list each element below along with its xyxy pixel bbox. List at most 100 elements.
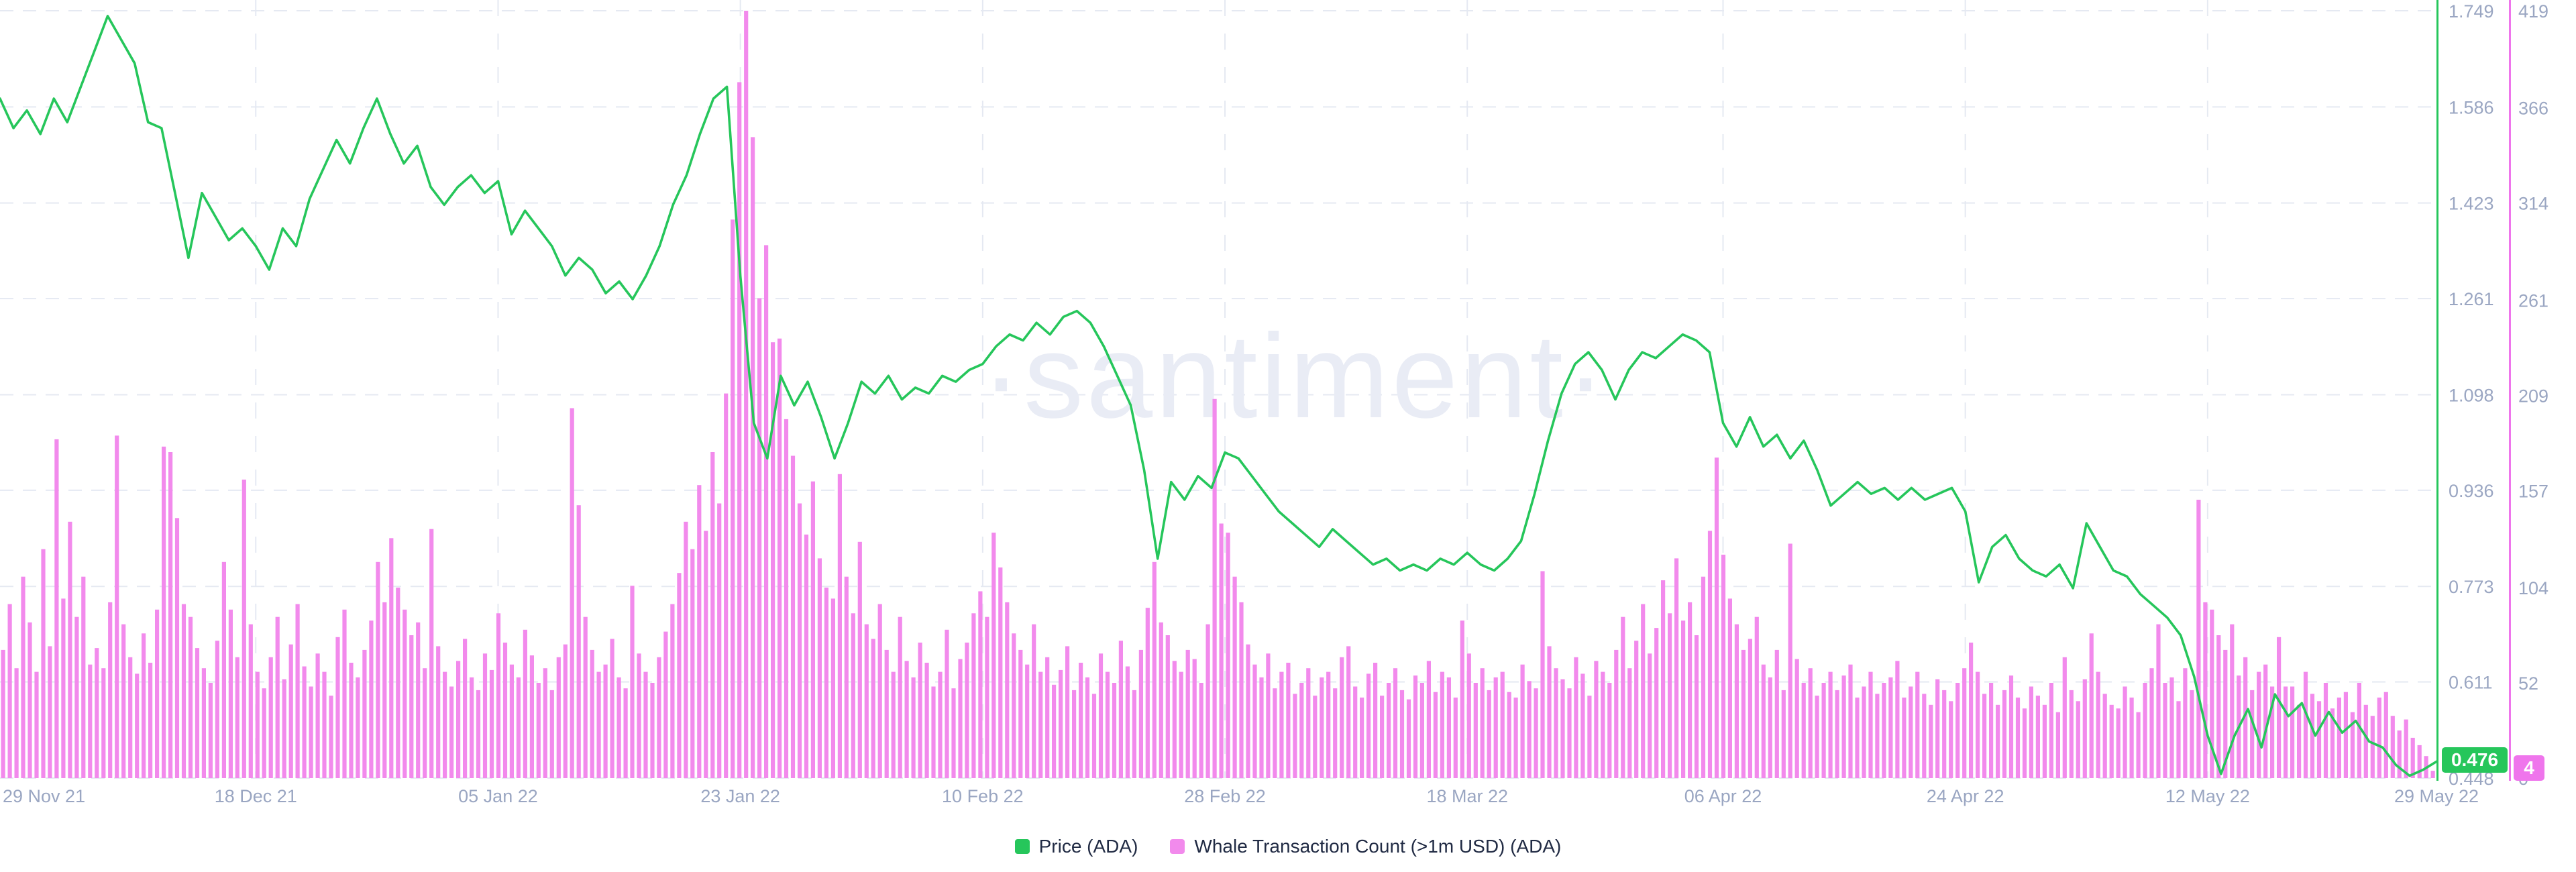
whale-bar — [1065, 646, 1070, 778]
whale-bar — [2176, 701, 2181, 778]
whale-bar — [1346, 646, 1351, 778]
date-tick-label: 29 May 22 — [2394, 786, 2479, 806]
whale-bar — [2263, 664, 2268, 778]
whale-bar — [1882, 683, 1886, 778]
whale-bar — [1353, 686, 1358, 778]
whale-bar — [195, 648, 200, 778]
whale-bar — [315, 653, 320, 778]
whale-bar — [1360, 697, 1364, 778]
whale-bar — [2243, 657, 2248, 778]
whale-bar — [790, 455, 796, 778]
whale-tick-label: 52 — [2518, 673, 2538, 694]
whale-bar — [1989, 683, 1994, 778]
whale-bar — [322, 671, 327, 778]
whale-bar — [951, 688, 956, 778]
whale-bar — [837, 474, 842, 778]
whale-bar — [945, 629, 949, 778]
whale-bar — [958, 659, 963, 778]
whale-bar — [965, 643, 969, 778]
whale-bar — [162, 446, 166, 778]
whale-bar — [456, 661, 461, 778]
whale-bar — [95, 648, 99, 778]
whale-tick-label: 419 — [2518, 1, 2548, 21]
whale-bar — [2377, 697, 2381, 778]
whale-bar — [610, 639, 614, 778]
whale-bar — [1935, 679, 1940, 778]
whale-bar — [1426, 661, 1431, 778]
whale-bar — [1888, 677, 1893, 778]
whale-bar — [1909, 686, 1913, 778]
whale-bar — [1929, 704, 1933, 778]
whale-bar — [1085, 677, 1090, 778]
whale-bar — [2210, 609, 2214, 778]
whale-bar — [724, 393, 729, 778]
whale-bar — [704, 531, 708, 778]
whale-bar — [757, 298, 762, 778]
whale-bar — [1540, 571, 1545, 778]
legend-item-whale[interactable]: Whale Transaction Count (>1m USD) (ADA) — [1170, 836, 1561, 857]
whale-tick-label: 261 — [2518, 290, 2548, 311]
whale-bar — [1306, 668, 1311, 778]
whale-bar — [208, 683, 213, 778]
whale-bar — [443, 671, 447, 778]
whale-bar — [2310, 694, 2315, 778]
whale-bar — [1286, 663, 1291, 778]
whale-bar — [2076, 701, 2080, 778]
whale-bar — [1727, 598, 1732, 778]
whale-bar — [1841, 675, 1846, 778]
whale-bar — [1714, 457, 1719, 778]
legend-item-price[interactable]: Price (ADA) — [1014, 836, 1138, 857]
whale-bar — [295, 604, 300, 778]
whale-bar — [1848, 664, 1853, 778]
whale-bar — [1172, 661, 1177, 778]
whale-bar — [416, 622, 421, 778]
whale-bar — [1641, 604, 1646, 778]
whale-bar — [777, 338, 782, 778]
price-tick-label: 0.936 — [2449, 481, 2494, 501]
whale-bar — [1627, 668, 1632, 778]
whale-bar — [737, 82, 742, 778]
price-whale-chart[interactable]: ·santiment· 1.749 1.586 1.423 1.261 1.098 0.9… — [0, 0, 2576, 825]
whale-bar — [529, 655, 534, 778]
whale-bar — [556, 657, 561, 778]
whale-bar — [1868, 671, 1873, 778]
date-tick-label: 18 Mar 22 — [1426, 786, 1508, 806]
whale-bar — [998, 567, 1003, 778]
whale-bar — [2257, 671, 2261, 778]
whale-bar — [1560, 679, 1565, 778]
whale-bar — [1855, 697, 1860, 778]
whale-bar — [1768, 677, 1772, 778]
whale-bar — [2363, 704, 2368, 778]
whale-bar — [764, 245, 769, 778]
whale-bar — [1299, 683, 1304, 778]
whale-bar — [275, 616, 280, 778]
whale-bar — [2055, 712, 2060, 778]
whale-bar — [857, 541, 862, 778]
whale-bar — [2370, 716, 2375, 778]
whale-bar — [1399, 690, 1405, 778]
whale-bar — [1634, 641, 1639, 778]
whale-bar — [181, 604, 186, 778]
whale-bar — [1373, 663, 1378, 778]
whale-bar — [101, 668, 106, 778]
whale-bar — [1313, 696, 1318, 778]
whale-bar — [1179, 671, 1183, 778]
whale-bar — [201, 668, 206, 778]
whale-bar — [2223, 649, 2228, 778]
whale-bar — [1118, 641, 1123, 778]
whale-bar — [1185, 649, 1190, 778]
santiment-watermark: ·santiment· — [981, 309, 1608, 443]
whale-bar — [121, 624, 126, 778]
whale-bar — [2029, 686, 2033, 778]
whale-bar — [1520, 664, 1525, 778]
whale-bar — [697, 485, 702, 778]
whale-bar — [470, 677, 474, 778]
whale-bar — [1601, 671, 1605, 778]
whale-bar — [1701, 576, 1706, 778]
whale-bar — [576, 505, 581, 778]
whale-bar — [309, 686, 313, 778]
whale-tick-label: 366 — [2518, 99, 2548, 119]
whale-bar — [402, 609, 407, 778]
whale-bar — [1293, 694, 1297, 778]
